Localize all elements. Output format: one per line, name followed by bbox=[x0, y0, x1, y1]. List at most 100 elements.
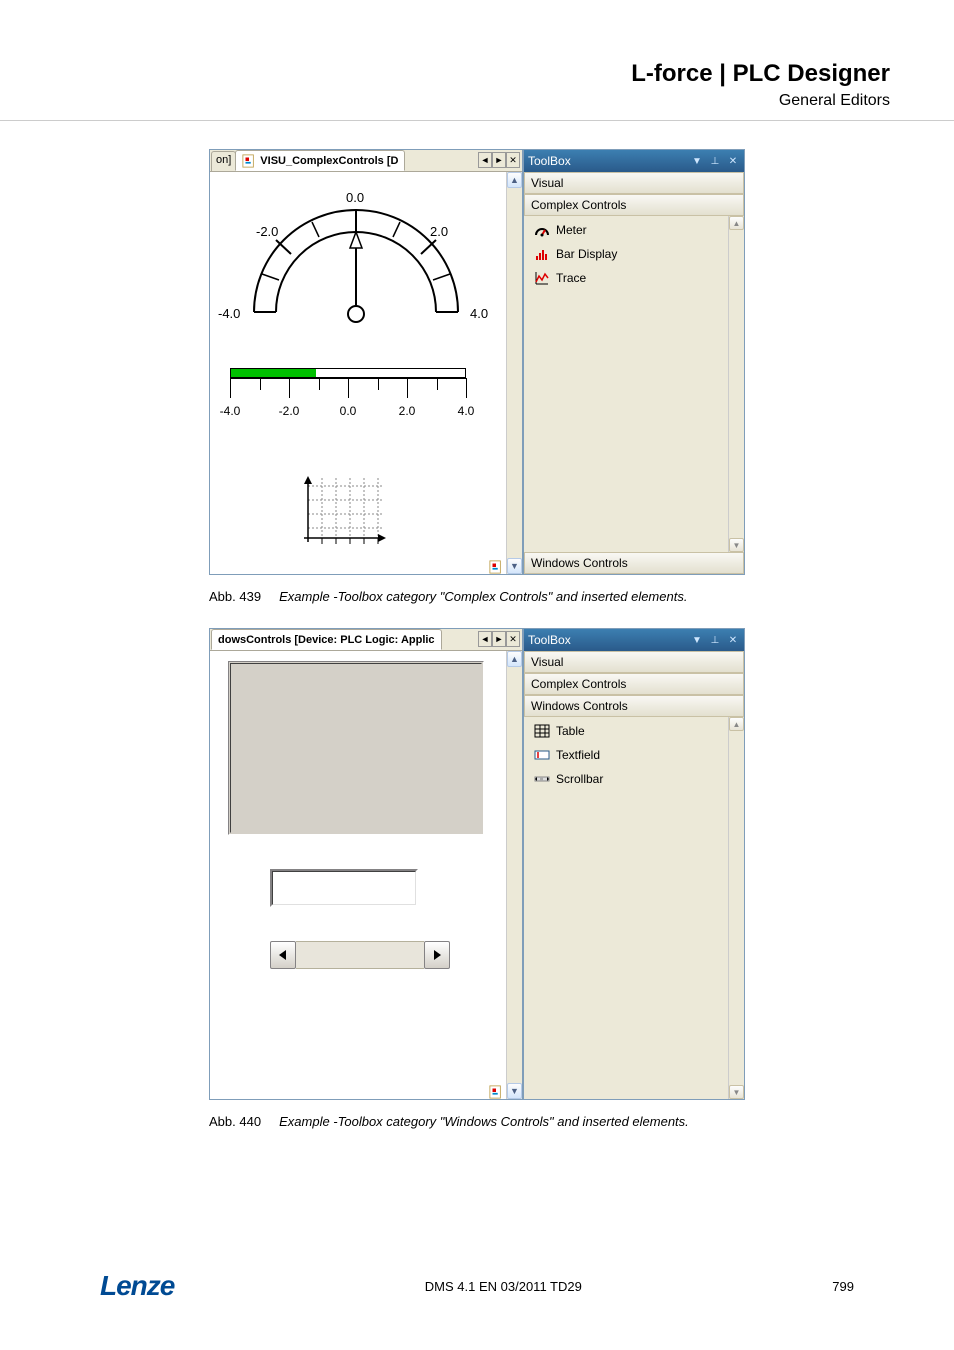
visu-status-icon bbox=[489, 1085, 503, 1099]
editor-canvas[interactable] bbox=[210, 651, 506, 1099]
figure-439-caption: Abb. 439 Example -Toolbox category "Comp… bbox=[209, 589, 745, 604]
bar-fill bbox=[231, 369, 316, 377]
toolbox-vscrollbar[interactable]: ▲ ▼ bbox=[728, 216, 744, 552]
tab-scroll-controls: ◄ ► ✕ bbox=[478, 152, 520, 168]
meter-label-pos2: 2.0 bbox=[430, 224, 448, 239]
tab-active[interactable]: dowsControls [Device: PLC Logic: Applic bbox=[211, 629, 442, 650]
visu-editor-pane-2: dowsControls [Device: PLC Logic: Applic … bbox=[209, 628, 523, 1100]
tab-close-icon[interactable]: ✕ bbox=[506, 631, 520, 647]
category-complex-controls[interactable]: Complex Controls bbox=[524, 194, 744, 216]
bar-display-icon bbox=[534, 246, 550, 262]
tool-table-label: Table bbox=[556, 724, 585, 738]
table-control[interactable] bbox=[228, 661, 484, 835]
tab-active-label: dowsControls [Device: PLC Logic: Applic bbox=[218, 634, 435, 646]
toolbox-vscrollbar[interactable]: ▲ ▼ bbox=[728, 717, 744, 1099]
tool-meter[interactable]: Meter bbox=[524, 218, 744, 242]
tool-trace-label: Trace bbox=[556, 271, 586, 285]
category-windows-controls[interactable]: Windows Controls bbox=[524, 695, 744, 717]
bar-tick-3: 2.0 bbox=[399, 404, 416, 418]
toolbox-panel-2: ToolBox ▼ ⊥ ✕ Visual Complex Controls Wi… bbox=[523, 628, 745, 1100]
toolbox-titlebar[interactable]: ToolBox ▼ ⊥ ✕ bbox=[524, 629, 744, 651]
tab-scroll-left-icon[interactable]: ◄ bbox=[478, 152, 492, 168]
pin-icon[interactable]: ⊥ bbox=[708, 633, 722, 647]
scroll-up-icon[interactable]: ▲ bbox=[729, 717, 744, 731]
bar-tick-0: -4.0 bbox=[220, 404, 241, 418]
meter-label-neg2: -2.0 bbox=[256, 224, 278, 239]
scroll-up-icon[interactable]: ▲ bbox=[729, 216, 744, 230]
tool-bar-display[interactable]: Bar Display bbox=[524, 242, 744, 266]
scroll-up-icon[interactable]: ▲ bbox=[507, 651, 522, 667]
figure-440: dowsControls [Device: PLC Logic: Applic … bbox=[209, 628, 745, 1100]
tool-table[interactable]: Table bbox=[524, 719, 744, 743]
scroll-down-icon[interactable]: ▼ bbox=[729, 1085, 744, 1099]
tab-inactive[interactable]: on] bbox=[211, 151, 236, 171]
tool-scrollbar-label: Scrollbar bbox=[556, 772, 603, 786]
tool-scrollbar[interactable]: Scrollbar bbox=[524, 767, 744, 791]
table-icon bbox=[534, 723, 550, 739]
page-title: L-force | PLC Designer bbox=[0, 60, 890, 88]
pin-icon[interactable]: ⊥ bbox=[708, 154, 722, 168]
bar-tick-2: 0.0 bbox=[340, 404, 357, 418]
toolbox-body: Table Textfield Scrollbar ▲ ▼ bbox=[524, 717, 744, 1099]
category-visual[interactable]: Visual bbox=[524, 172, 744, 194]
figure-440-caption: Abb. 440 Example -Toolbox category "Wind… bbox=[209, 1114, 745, 1129]
scroll-down-icon[interactable]: ▼ bbox=[507, 1083, 522, 1099]
category-complex-controls[interactable]: Complex Controls bbox=[524, 673, 744, 695]
editor-vscrollbar[interactable]: ▲ ▼ bbox=[506, 651, 522, 1099]
meter-label-pos4: 4.0 bbox=[470, 306, 488, 321]
meter-label-zero: 0.0 bbox=[346, 190, 364, 205]
tab-scroll-left-icon[interactable]: ◄ bbox=[478, 631, 492, 647]
tab-scroll-right-icon[interactable]: ► bbox=[492, 152, 506, 168]
tool-textfield[interactable]: Textfield bbox=[524, 743, 744, 767]
trace-svg bbox=[298, 476, 388, 556]
scrollbar-control[interactable] bbox=[270, 941, 450, 969]
tab-scroll-controls: ◄ ► ✕ bbox=[478, 631, 520, 647]
tab-close-icon[interactable]: ✕ bbox=[506, 152, 520, 168]
tab-active[interactable]: VISU_ComplexControls [D bbox=[235, 150, 405, 171]
category-windows-controls[interactable]: Windows Controls bbox=[524, 552, 744, 574]
scroll-up-icon[interactable]: ▲ bbox=[507, 172, 522, 188]
page-footer: Lenze DMS 4.1 EN 03/2011 TD29 799 bbox=[0, 1270, 954, 1302]
bar-tick-1: -2.0 bbox=[279, 404, 300, 418]
content: on] VISU_ComplexControls [D ◄ ► ✕ bbox=[0, 121, 954, 1129]
scroll-down-icon[interactable]: ▼ bbox=[507, 558, 522, 574]
category-visual[interactable]: Visual bbox=[524, 651, 744, 673]
tab-active-label: VISU_ComplexControls [D bbox=[260, 155, 398, 167]
tab-bar: dowsControls [Device: PLC Logic: Applic … bbox=[210, 629, 522, 651]
caption-abb: Abb. 439 bbox=[209, 589, 261, 604]
trace-icon bbox=[534, 270, 550, 286]
dropdown-icon[interactable]: ▼ bbox=[690, 154, 704, 168]
toolbox-body: Meter Bar Display Trace ▲ ▼ bbox=[524, 216, 744, 552]
bar-axis: -4.0 -2.0 0.0 2.0 4.0 bbox=[230, 378, 466, 412]
footer-docid: DMS 4.1 EN 03/2011 TD29 bbox=[425, 1279, 582, 1294]
tool-textfield-label: Textfield bbox=[556, 748, 600, 762]
tab-scroll-right-icon[interactable]: ► bbox=[492, 631, 506, 647]
editor-vscrollbar[interactable]: ▲ ▼ bbox=[506, 172, 522, 574]
toolbox-title-label: ToolBox bbox=[528, 633, 571, 647]
scrollbar-left-icon[interactable] bbox=[270, 941, 296, 969]
bar-display-control[interactable]: -4.0 -2.0 0.0 2.0 4.0 bbox=[230, 368, 466, 438]
meter-label-neg4: -4.0 bbox=[218, 306, 240, 321]
visu-editor-pane: on] VISU_ComplexControls [D ◄ ► ✕ bbox=[209, 149, 523, 575]
visu-doc-icon bbox=[242, 154, 256, 168]
meter-control[interactable]: -4.0 -2.0 0.0 2.0 4.0 bbox=[216, 182, 496, 342]
scrollbar-right-icon[interactable] bbox=[424, 941, 450, 969]
toolbox-titlebar[interactable]: ToolBox ▼ ⊥ ✕ bbox=[524, 150, 744, 172]
toolbox-panel: ToolBox ▼ ⊥ ✕ Visual Complex Controls Me… bbox=[523, 149, 745, 575]
close-icon[interactable]: ✕ bbox=[726, 154, 740, 168]
meter-icon bbox=[534, 222, 550, 238]
caption-text: Example -Toolbox category "Complex Contr… bbox=[279, 589, 687, 604]
close-icon[interactable]: ✕ bbox=[726, 633, 740, 647]
scroll-down-icon[interactable]: ▼ bbox=[729, 538, 744, 552]
figure-439: on] VISU_ComplexControls [D ◄ ► ✕ bbox=[209, 149, 745, 575]
tab-bar: on] VISU_ComplexControls [D ◄ ► ✕ bbox=[210, 150, 522, 172]
dropdown-icon[interactable]: ▼ bbox=[690, 633, 704, 647]
trace-control[interactable] bbox=[298, 476, 388, 556]
tool-meter-label: Meter bbox=[556, 223, 587, 237]
editor-canvas[interactable]: -4.0 -2.0 0.0 2.0 4.0 bbox=[210, 172, 506, 574]
brand-logo: Lenze bbox=[100, 1270, 174, 1302]
scrollbar-track[interactable] bbox=[296, 941, 424, 969]
page-subtitle: General Editors bbox=[0, 92, 890, 110]
tool-trace[interactable]: Trace bbox=[524, 266, 744, 290]
textfield-control[interactable] bbox=[270, 869, 418, 907]
